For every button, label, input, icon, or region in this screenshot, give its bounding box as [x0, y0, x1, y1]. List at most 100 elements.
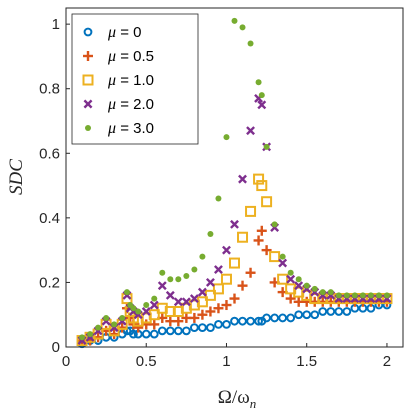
x-axis-title: Ω/ωn: [218, 387, 256, 411]
legend-label: μ = 1.0: [107, 72, 154, 89]
data-point: [214, 265, 223, 274]
data-point: [173, 326, 183, 336]
data-point: [253, 235, 264, 246]
legend-label: μ = 2.0: [107, 96, 154, 113]
data-point: [258, 92, 265, 99]
data-point: [189, 312, 200, 323]
data-point: [206, 323, 215, 333]
data-point: [229, 293, 240, 304]
data-point: [189, 294, 199, 304]
data-point: [135, 308, 142, 315]
data-point: [109, 329, 120, 340]
data-point: [285, 293, 296, 304]
data-point: [335, 292, 342, 299]
data-point: [342, 307, 352, 316]
data-point: [130, 305, 137, 312]
data-point: [230, 219, 239, 229]
data-point: [230, 316, 239, 326]
x-tick-label: 0: [62, 353, 70, 370]
legend-entry: μ = 3.0: [85, 120, 154, 137]
data-point: [213, 303, 224, 314]
data-point: [326, 307, 336, 316]
data-point: [220, 273, 232, 285]
legend: μ = 0 μ = 0.5 μ = 1.0 μ = 2.0 μ = 3.0: [71, 13, 199, 145]
data-point: [278, 313, 288, 323]
data-point: [222, 245, 231, 255]
data-point: [133, 322, 144, 333]
data-point: [286, 313, 296, 323]
legend-entry: μ = 2.0: [83, 96, 154, 113]
data-point: [212, 283, 224, 295]
series-1: [77, 225, 392, 346]
data-point: [263, 143, 270, 150]
series-4: [79, 17, 390, 341]
data-point: [311, 285, 318, 292]
legend-marker: [83, 51, 93, 61]
data-point: [151, 295, 158, 302]
data-point: [214, 320, 223, 329]
data-point: [157, 281, 167, 291]
data-point: [141, 329, 151, 339]
data-point: [255, 79, 262, 86]
data-point: [191, 266, 198, 273]
data-point: [167, 276, 174, 283]
data-point: [229, 257, 240, 269]
legend-marker: [82, 74, 94, 86]
data-point: [119, 314, 126, 321]
data-point: [173, 316, 184, 327]
data-point: [198, 323, 207, 333]
data-point: [303, 282, 310, 289]
legend-marker: [83, 99, 93, 109]
data-point: [205, 306, 216, 317]
data-point: [334, 307, 344, 316]
data-point: [141, 307, 151, 316]
data-point: [199, 253, 206, 260]
data-point: [197, 287, 207, 297]
data-point: [111, 321, 118, 328]
data-point: [256, 225, 267, 236]
data-marks: [76, 17, 393, 349]
data-point: [294, 310, 304, 320]
data-point: [375, 292, 382, 299]
data-point: [245, 267, 256, 278]
data-point: [149, 329, 159, 339]
x-axis-title-subscript: n: [250, 396, 257, 411]
y-tick-label: 1: [52, 16, 60, 33]
data-point: [294, 281, 304, 291]
data-point: [295, 276, 302, 283]
y-tick-label: 0.4: [39, 210, 60, 227]
data-point: [222, 320, 231, 329]
data-point: [165, 290, 175, 300]
data-point: [359, 292, 366, 299]
data-point: [245, 205, 257, 217]
data-point: [87, 331, 94, 338]
x-tick-label: 1: [222, 353, 230, 370]
legend-label: μ = 0.5: [107, 48, 154, 65]
data-point: [383, 292, 390, 299]
data-point: [367, 292, 374, 299]
y-tick-label: 0.6: [39, 145, 60, 162]
legend-label: μ = 0: [107, 24, 141, 41]
data-point: [181, 297, 191, 307]
plot-area-frame: [65, 7, 404, 348]
data-point: [319, 289, 326, 296]
data-point: [165, 326, 175, 336]
data-point: [149, 319, 160, 330]
data-point: [269, 251, 281, 263]
data-point: [343, 292, 350, 299]
data-point: [238, 316, 247, 326]
data-point: [103, 314, 110, 321]
data-point: [246, 316, 255, 326]
legend-marker: [85, 125, 91, 131]
legend-entry: μ = 0.5: [83, 48, 154, 65]
data-point: [257, 100, 267, 110]
data-point: [79, 334, 86, 341]
data-point: [351, 292, 358, 299]
x-tick-label: 2: [383, 353, 391, 370]
data-point: [261, 245, 272, 256]
data-point: [238, 174, 247, 184]
y-axis-title: SDC: [6, 159, 27, 195]
data-point: [95, 324, 102, 331]
data-point: [270, 313, 280, 323]
